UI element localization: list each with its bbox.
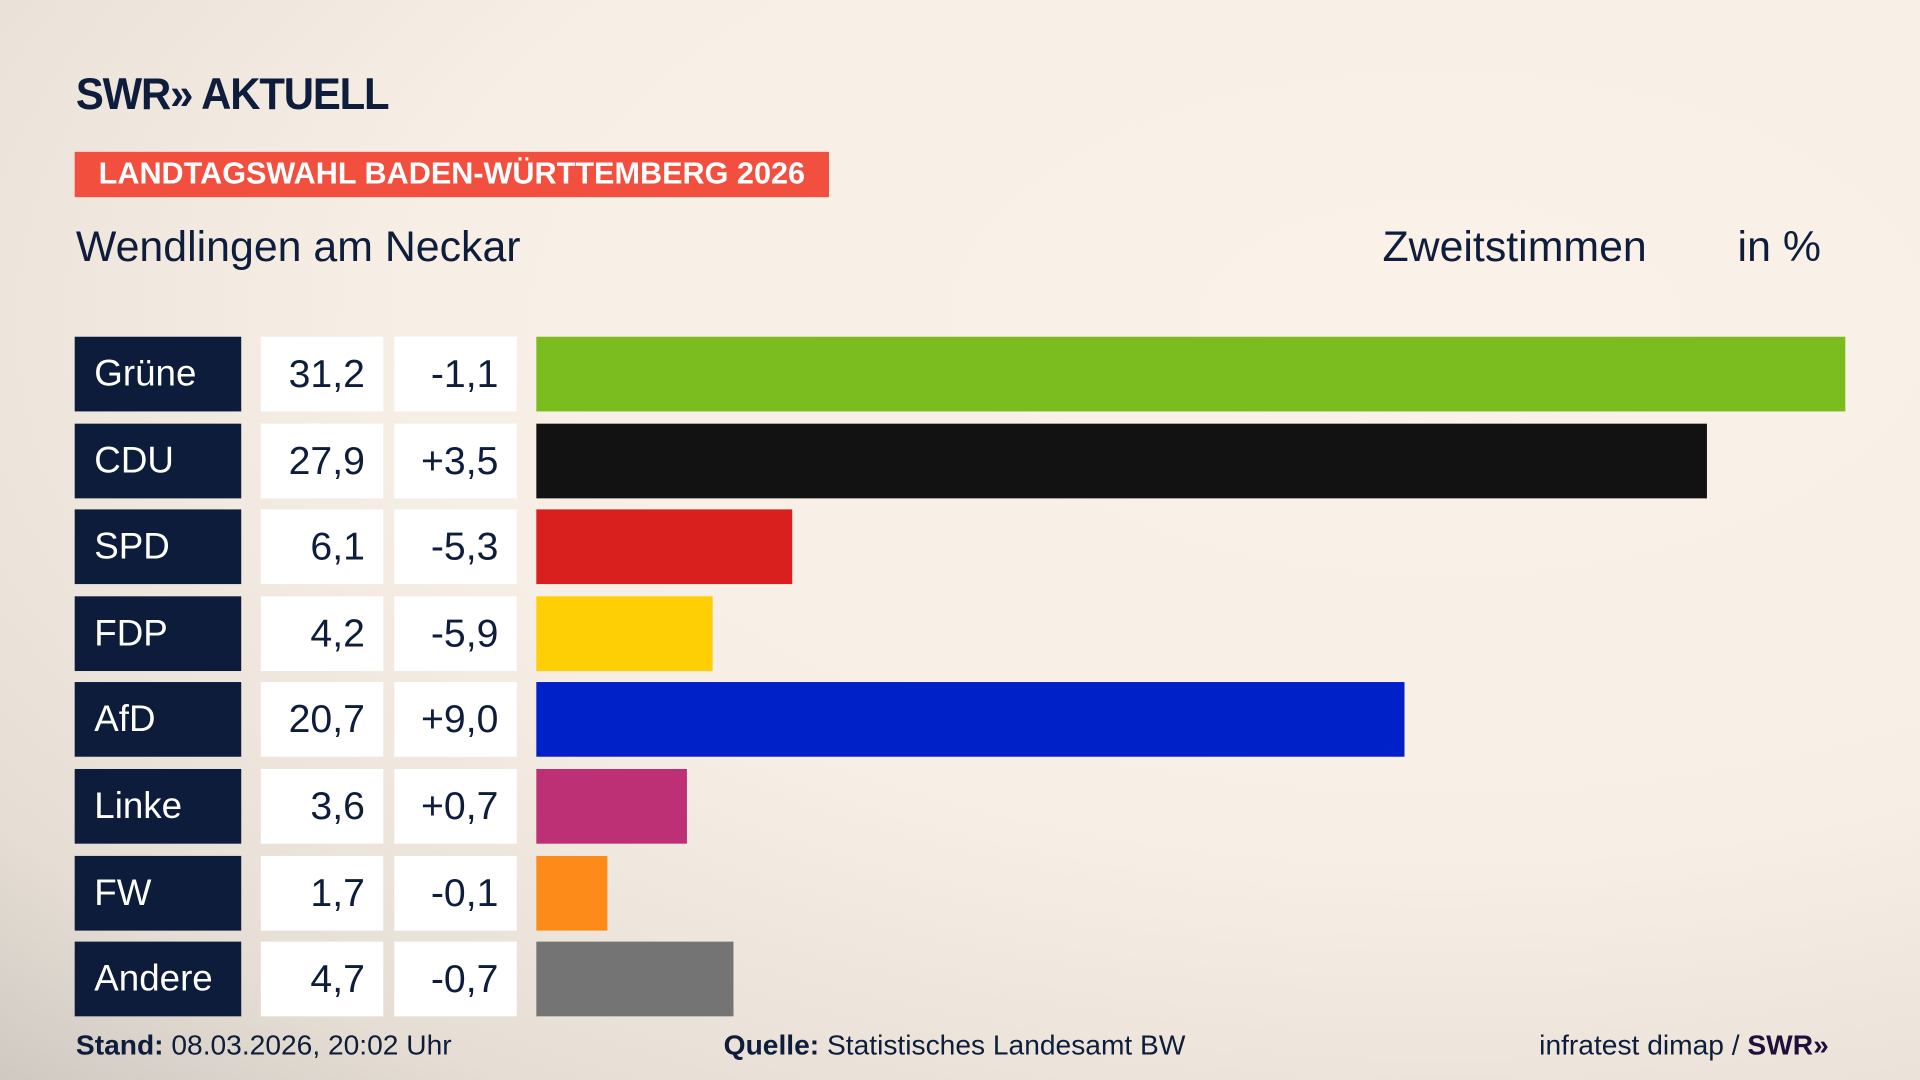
measure-label: Zweitstimmen — [1382, 222, 1647, 271]
bar — [536, 682, 1405, 758]
bar — [536, 509, 793, 585]
bar-row: SPD 6,1 -5,3 — [0, 509, 1920, 585]
party-label: Linke — [74, 768, 242, 844]
party-label: FDP — [74, 596, 242, 671]
change-label: +9,0 — [394, 682, 517, 758]
bar — [536, 941, 734, 1017]
place-title: Wendlingen am Neckar — [75, 222, 521, 271]
value-label: 4,7 — [260, 941, 384, 1017]
party-label: AfD — [74, 682, 242, 758]
credit-info: infratest dimap / SWR» — [1539, 1029, 1829, 1062]
credit-text: infratest dimap / — [1539, 1028, 1740, 1061]
bar — [536, 855, 608, 931]
bar-row: CDU 27,9 +3,5 — [0, 423, 1920, 498]
party-label: Andere — [74, 941, 242, 1017]
value-label: 20,7 — [260, 682, 384, 758]
party-label: Grüne — [74, 336, 242, 412]
swr-aktuell-logo: SWR» AKTUELL — [75, 68, 390, 119]
party-label: CDU — [74, 423, 242, 498]
change-label: +0,7 — [394, 768, 517, 844]
change-label: -1,1 — [394, 336, 517, 412]
value-label: 31,2 — [260, 336, 384, 412]
stand-value: 08.03.2026, 20:02 Uhr — [171, 1028, 452, 1061]
value-label: 27,9 — [260, 423, 384, 498]
source-info: Quelle: Statistisches Landesamt BW — [724, 1029, 1186, 1062]
change-label: +3,5 — [394, 423, 517, 498]
unit-label: in % — [1737, 222, 1821, 271]
bar-row: FDP 4,2 -5,9 — [0, 596, 1920, 671]
bar-row: Linke 3,6 +0,7 — [0, 768, 1920, 844]
stand-info: Stand: 08.03.2026, 20:02 Uhr — [76, 1029, 452, 1062]
bar-row: Grüne 31,2 -1,1 — [0, 336, 1920, 412]
bar — [536, 336, 1846, 412]
change-label: -5,3 — [394, 509, 517, 585]
bar — [536, 423, 1707, 498]
swr-logo: SWR» — [1747, 1028, 1829, 1061]
bar-row: AfD 20,7 +9,0 — [0, 682, 1920, 758]
change-label: -5,9 — [394, 596, 517, 671]
bar — [536, 596, 713, 671]
value-label: 1,7 — [260, 855, 384, 931]
bar — [536, 768, 688, 844]
value-label: 3,6 — [260, 768, 384, 844]
value-label: 4,2 — [260, 596, 384, 671]
bar-row: FW 1,7 -0,1 — [0, 855, 1920, 931]
bar-row: Andere 4,7 -0,7 — [0, 941, 1920, 1017]
stand-label: Stand: — [75, 1028, 164, 1061]
change-label: -0,7 — [394, 941, 517, 1017]
source-value: Statistisches Landesamt BW — [826, 1028, 1186, 1061]
value-label: 6,1 — [260, 509, 384, 585]
party-label: SPD — [74, 509, 242, 585]
election-banner: LANDTAGSWAHL BADEN-WÜRTTEMBERG 2026 — [74, 151, 829, 198]
source-label: Quelle: — [723, 1028, 820, 1061]
change-label: -0,1 — [394, 855, 517, 931]
party-label: FW — [74, 855, 242, 931]
